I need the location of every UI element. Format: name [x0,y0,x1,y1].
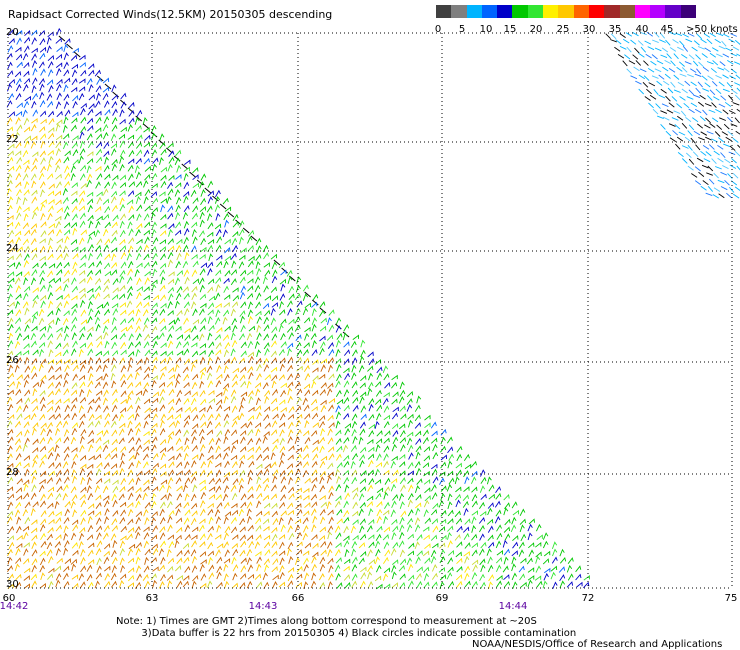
lon-label-63: 63 [145,593,159,604]
colorbar-label: 20 [529,24,543,35]
note-line-2: 3)Data buffer is 22 hrs from 20150305 4)… [116,628,577,639]
lon-label-60: 60 [2,593,16,604]
colorbar-swatch [588,5,605,18]
map-title: Rapidsact Corrected Winds(12.5KM) 201503… [8,8,333,21]
colorbar-swatch [436,5,452,18]
lon-label-66: 66 [291,593,305,604]
colorbar-swatch [665,5,682,18]
colorbar-swatch [466,5,483,18]
colorbar-label: 15 [503,24,517,35]
colorbar-swatch [558,5,575,18]
wind-speed-colorbar: 0 5 10 15 20 25 30 35 40 45 >50 knots [435,5,738,35]
lat-label-20: 20 [6,27,19,38]
colorbar-label: 0 [434,24,442,35]
lon-label-69: 69 [435,593,449,604]
colorbar-swatch [481,5,498,18]
colorbar-swatch [527,5,544,18]
lon-label-75: 75 [724,593,738,604]
colorbar-swatch [650,5,666,18]
colorbar-swatch [497,5,513,18]
colorbar-swatch [619,5,636,18]
footnotes: Note: 1) Times are GMT 2)Times along bot… [116,616,576,640]
colorbar-swatch [512,5,529,18]
colorbar-label: 10 [479,24,493,35]
lat-label-28: 28 [6,467,19,478]
time-label-1: 14:42 [0,601,29,612]
time-label-3: 14:44 [498,601,528,612]
colorbar-swatch [680,5,697,18]
lat-label-30: 30 [6,579,19,590]
time-label-2: 14:43 [248,601,278,612]
credit-line: NOAA/NESDIS/Office of Research and Appli… [472,639,723,650]
colorbar-swatch [451,5,468,18]
colorbar-swatch [604,5,621,18]
colorbar-label: 25 [556,24,570,35]
lon-label-72: 72 [581,593,595,604]
colorbar-swatch [634,5,651,18]
colorbar-swatch [573,5,590,18]
colorbar-swatch [543,5,559,18]
colorbar-label: 35 [608,24,622,35]
lat-label-22: 22 [6,134,19,145]
lat-lon-grid [7,32,733,589]
lat-label-26: 26 [6,355,19,366]
colorbar-label: 5 [458,24,466,35]
note-line-1: Note: 1) Times are GMT 2)Times along bot… [116,616,537,627]
lat-label-24: 24 [6,243,19,254]
wind-barbs [6,27,740,590]
colorbar-label: 45 [660,24,674,35]
colorbar-label: 40 [635,24,649,35]
colorbar-label: 30 [582,24,596,35]
colorbar-label: >50 knots [686,24,738,35]
